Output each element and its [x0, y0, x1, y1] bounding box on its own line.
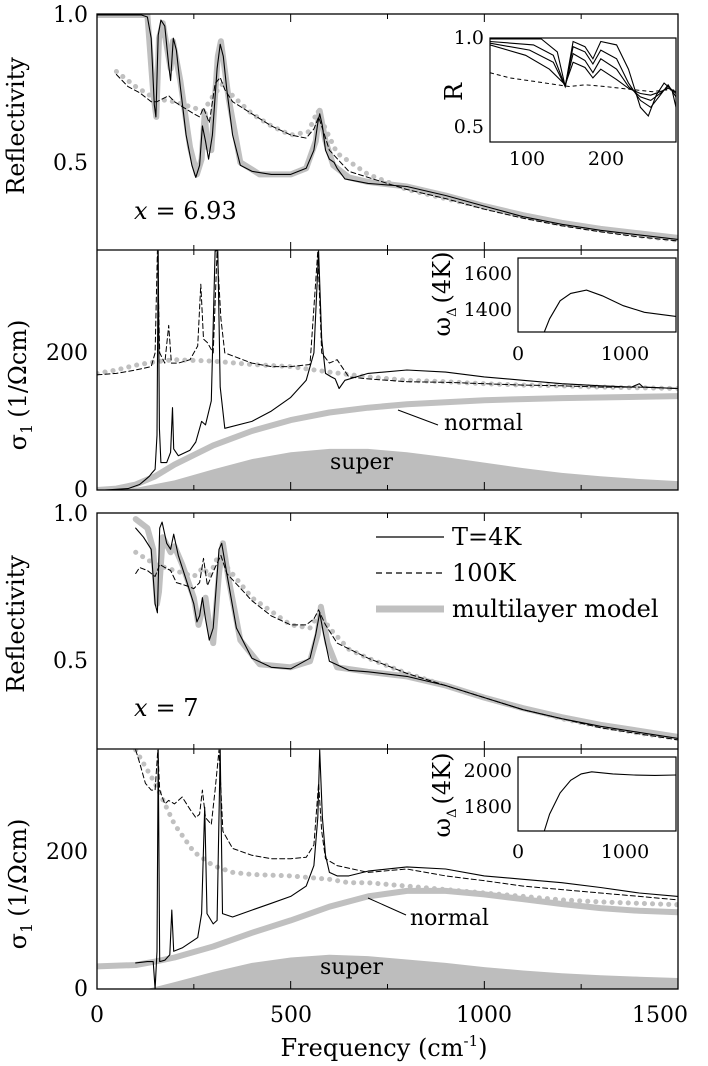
refl-tick-1.0-upper: 1.0: [53, 3, 88, 28]
legend: T=4K 100K multilayer model: [376, 523, 659, 623]
sigma_7-series-100k: [135, 749, 678, 901]
lower-figure-frame: [96, 512, 679, 990]
reflectivity-inset: 1.0 0.5 R 100 200: [440, 27, 677, 170]
sigma_693-series-100k: [97, 250, 678, 389]
refl_693-inset-series-t1: [490, 38, 676, 118]
sigma-axis-title-upper: σ1(1/Ωcm): [4, 320, 36, 451]
gap-inset-axis-title-upper: ωΔ(4K): [428, 252, 460, 337]
sigma-tick-200-lower: 200: [46, 840, 88, 865]
sigma_7-plot-area: [97, 749, 678, 989]
refl-tick-0.5-upper: 0.5: [53, 151, 88, 176]
refl-axis-title-upper: Reflectivity: [2, 57, 30, 195]
x-tick-0: 0: [90, 1003, 104, 1028]
gap-inset-x-tick-0-lower: 0: [512, 841, 524, 863]
refl_693-inset-series-t4: [490, 44, 676, 96]
gap-inset-tick-1600: 1600: [464, 263, 512, 285]
gap-inset-tick-1800: 1800: [464, 796, 512, 818]
sigma_693-inset-series--: [543, 289, 676, 332]
refl_7-series-t-4k: [135, 521, 678, 739]
refl_693-inset-series-t2: [490, 40, 676, 109]
gap-inset-upper: 1600 1400 0 1000 ωΔ(4K): [428, 252, 677, 365]
refl-axis-title-lower: Reflectivity: [2, 555, 30, 693]
refl_7-series-100k: [135, 554, 678, 741]
sigma-tick-0-upper: 0: [74, 478, 88, 503]
refl_693-series-t-4k: [97, 14, 678, 240]
super-label-lower: super: [320, 955, 384, 980]
sigma_7-series-super: [147, 954, 678, 989]
sigma_693-series-model-100k: [97, 357, 678, 391]
reflectivity-inset-frame: [489, 37, 677, 143]
refl-tick-1.0-lower: 1.0: [53, 502, 88, 527]
super-label-upper: super: [330, 450, 394, 475]
gap-inset-frame-upper: [517, 257, 677, 333]
normal-label-upper: normal: [444, 411, 523, 436]
gap-inset-x-tick-1000: 1000: [601, 343, 649, 365]
sigma-tick-0-lower: 0: [74, 977, 88, 1002]
conductivity-panel-x7: [96, 749, 679, 989]
legend-label-4k: T=4K: [452, 523, 522, 551]
gap-inset-axis-title-lower: ωΔ(4K): [428, 753, 460, 838]
inset-r-tick-0.5: 0.5: [454, 116, 484, 138]
inset-r-tick-1.0: 1.0: [454, 27, 484, 49]
inset-r-x-tick-200: 200: [588, 148, 624, 170]
x-axis-title: Frequency (cm-1): [281, 1032, 488, 1062]
sigma_693-series-t-4k: [104, 250, 678, 490]
normal-pointer-upper: [397, 409, 439, 426]
refl_7-series-multilayer-model: [132, 516, 678, 740]
sigma_7-series-normal: [97, 887, 678, 970]
sigma_693-plot-area: [97, 250, 678, 490]
gap-inset-frame-lower: [517, 756, 677, 832]
upper-figure-frame: [96, 13, 679, 491]
sigma-tick-200-upper: 200: [46, 341, 88, 366]
sigma_7-series-t-4k: [135, 749, 678, 989]
x-tick-1500: 1500: [632, 1003, 688, 1028]
sigma_7-series-model-100k: [133, 749, 678, 908]
legend-label-model: multilayer model: [452, 595, 659, 623]
reflectivity-panel-x693: [96, 14, 679, 250]
sigma_693-series-super: [97, 448, 678, 490]
x-tick-500: 500: [270, 1003, 312, 1028]
refl-tick-0.5-lower: 0.5: [53, 649, 88, 674]
refl_693-inset-series-t3: [490, 42, 676, 102]
refl_693-series-100k: [115, 74, 678, 242]
normal-label-lower: normal: [410, 906, 489, 931]
composition-label-lower: x = 7: [134, 694, 199, 722]
sigma_7-inset-series--: [543, 771, 676, 831]
gap-inset-x-tick-1000-lower: 1000: [601, 841, 649, 863]
gap-inset-x-tick-0: 0: [512, 343, 524, 365]
refl_693-plot-area: [97, 14, 678, 243]
legend-label-100k: 100K: [452, 559, 517, 587]
refl_7-plot-area: [132, 516, 678, 741]
inset-r-axis-title: R: [440, 82, 468, 101]
inset-r-x-tick-100: 100: [509, 148, 545, 170]
reflectivity-panel-x7: [96, 513, 679, 749]
refl_693-inset-series-100k: [490, 72, 676, 93]
composition-label-upper: x = 6.93: [134, 197, 237, 225]
gap-inset-tick-1400: 1400: [464, 299, 512, 321]
gap-inset-tick-2000: 2000: [464, 760, 512, 782]
x-tick-1000: 1000: [456, 1003, 512, 1028]
sigma-axis-title-lower: σ1(1/Ωcm): [4, 819, 36, 950]
sigma_693-series-normal: [97, 393, 678, 490]
gap-inset-lower: 2000 1800 0 1000 ωΔ(4K): [428, 753, 677, 863]
normal-pointer-lower: [367, 897, 407, 916]
